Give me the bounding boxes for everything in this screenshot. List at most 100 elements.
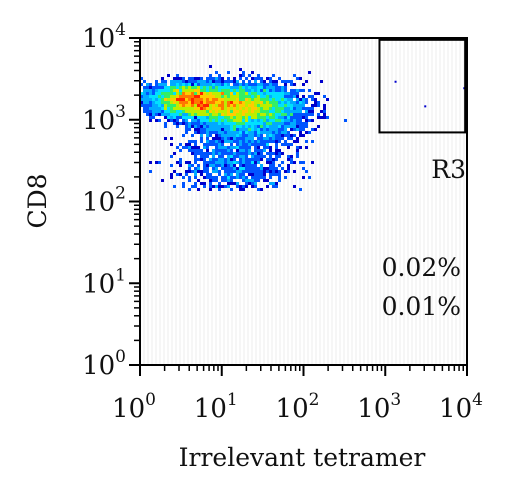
density-cell <box>305 122 308 125</box>
density-cell <box>152 110 155 113</box>
density-cell <box>212 176 215 179</box>
density-cell <box>230 89 233 92</box>
density-cell <box>185 128 188 131</box>
density-cell <box>248 80 251 83</box>
density-cell <box>179 122 182 125</box>
density-cell <box>227 167 230 170</box>
density-cell <box>269 173 272 176</box>
density-cell <box>188 80 191 83</box>
density-cell <box>182 134 185 137</box>
density-cell <box>269 80 272 83</box>
density-cell <box>167 89 170 92</box>
density-cell <box>179 98 182 101</box>
density-cell <box>242 110 245 113</box>
density-cell <box>290 161 293 164</box>
density-cell <box>287 101 290 104</box>
density-cell <box>200 182 203 185</box>
density-cell <box>272 89 275 92</box>
density-cell <box>143 110 146 113</box>
density-cell <box>278 89 281 92</box>
density-cell <box>263 149 266 152</box>
density-cell <box>275 98 278 101</box>
density-cell <box>197 158 200 161</box>
density-cell <box>203 80 206 83</box>
density-cell <box>236 98 239 101</box>
density-cell <box>254 116 257 119</box>
density-cell <box>185 146 188 149</box>
density-cell <box>218 170 221 173</box>
density-cell <box>221 110 224 113</box>
density-cell <box>308 131 311 134</box>
density-cell <box>317 125 320 128</box>
density-cell <box>203 164 206 167</box>
density-cell <box>254 119 257 122</box>
density-cell <box>233 155 236 158</box>
density-cell <box>242 119 245 122</box>
density-cell <box>212 95 215 98</box>
density-cell <box>218 137 221 140</box>
density-cell <box>275 173 278 176</box>
density-cell <box>215 134 218 137</box>
density-cell <box>194 101 197 104</box>
density-cell <box>254 95 257 98</box>
density-cell <box>221 155 224 158</box>
density-cell <box>164 83 167 86</box>
density-cell <box>206 101 209 104</box>
density-cell <box>257 104 260 107</box>
density-cell <box>257 161 260 164</box>
density-cell <box>275 119 278 122</box>
density-cell <box>245 176 248 179</box>
density-cell <box>257 83 260 86</box>
y-tick-label: 103 <box>82 102 126 136</box>
density-cell <box>242 164 245 167</box>
density-cell <box>152 116 155 119</box>
density-cell <box>218 86 221 89</box>
density-cell <box>191 152 194 155</box>
x-axis-ticks: 100 101 102 103 104 <box>112 365 483 424</box>
density-cell <box>188 92 191 95</box>
density-cell <box>266 83 269 86</box>
density-cell <box>311 140 314 143</box>
x-tick-label: 100 <box>112 390 156 424</box>
density-cell <box>284 119 287 122</box>
density-cell <box>239 86 242 89</box>
density-cell <box>194 152 197 155</box>
density-cell <box>242 146 245 149</box>
density-cell <box>269 122 272 125</box>
density-cell <box>254 98 257 101</box>
density-cell <box>203 104 206 107</box>
density-cell <box>197 98 200 101</box>
density-cell <box>182 116 185 119</box>
density-cell <box>188 107 191 110</box>
density-cell <box>227 146 230 149</box>
density-cell <box>266 167 269 170</box>
density-cell <box>272 185 275 188</box>
density-cell <box>209 80 212 83</box>
density-cell <box>218 185 221 188</box>
density-cell <box>185 125 188 128</box>
density-cell <box>194 170 197 173</box>
density-cell <box>230 137 233 140</box>
density-cell <box>269 89 272 92</box>
density-cell <box>212 80 215 83</box>
density-cell <box>266 143 269 146</box>
density-cell <box>218 173 221 176</box>
density-cell <box>308 95 311 98</box>
x-tick-label: 102 <box>276 390 320 424</box>
density-cell <box>230 134 233 137</box>
density-cell <box>248 173 251 176</box>
density-cell <box>215 164 218 167</box>
density-cell <box>239 98 242 101</box>
density-cell <box>224 128 227 131</box>
density-cell <box>236 89 239 92</box>
density-cell <box>299 104 302 107</box>
density-cell <box>239 83 242 86</box>
density-cell <box>281 134 284 137</box>
density-cell <box>299 77 302 80</box>
density-cell <box>227 119 230 122</box>
density-cell <box>158 101 161 104</box>
density-cell <box>209 131 212 134</box>
density-cell <box>167 92 170 95</box>
density-cell <box>278 86 281 89</box>
density-cell <box>311 104 314 107</box>
